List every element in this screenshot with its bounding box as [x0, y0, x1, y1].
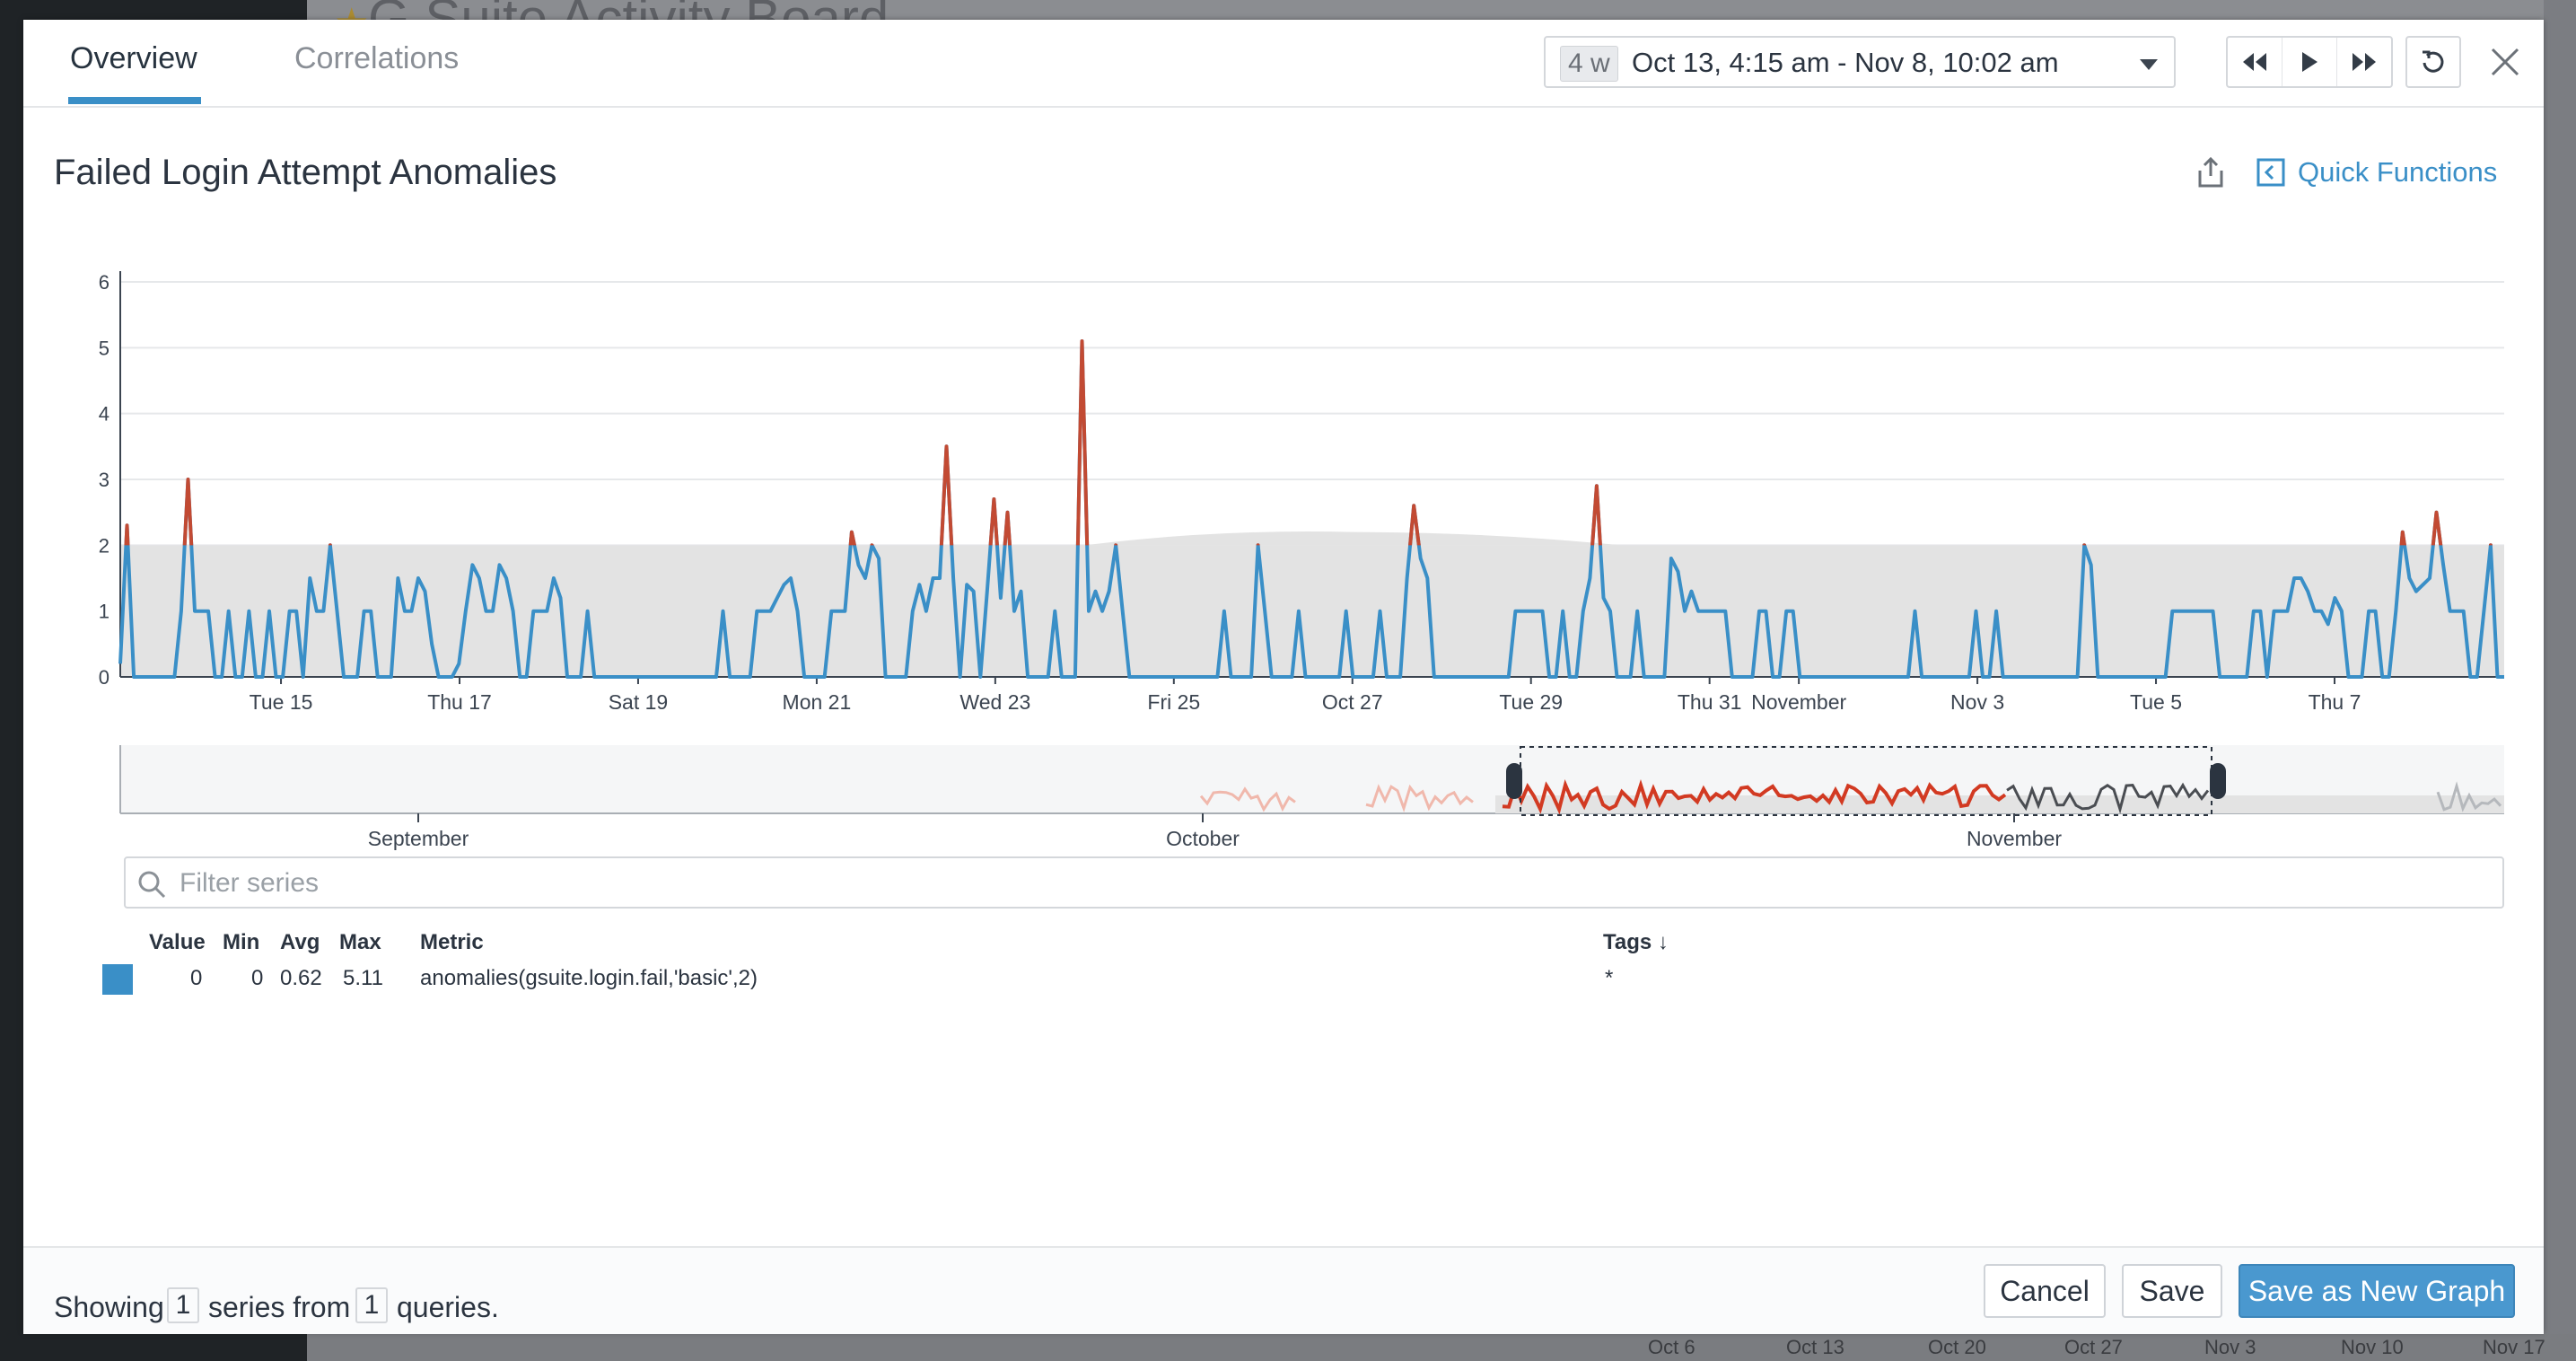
x-tick-label: Thu 7 — [2309, 690, 2361, 714]
anomaly-bounds-band — [120, 545, 2504, 677]
showing-label: Showing — [54, 1291, 164, 1323]
cancel-button[interactable]: Cancel — [1984, 1264, 2106, 1318]
navigator-month-label: September — [368, 827, 469, 850]
legend-tags: * — [1605, 966, 1614, 990]
legend-header-max: Max — [339, 930, 381, 954]
graph-title: Failed Login Attempt Anomalies — [54, 153, 557, 192]
background-axis-label: Oct 20 — [1928, 1336, 1986, 1358]
timeframe-selector[interactable]: 4 w Oct 13, 4:15 am - Nov 8, 10:02 am — [1544, 36, 2176, 88]
save-as-new-graph-button[interactable]: Save as New Graph — [2239, 1264, 2515, 1318]
timeseries-chart[interactable]: 0 1 2 3 4 5 6 Tue 15 Thu 17 Sat 19 Mon 21 Wed 23 Fri… — [23, 20, 2544, 864]
x-tick-label: Nov 3 — [1950, 690, 2004, 714]
play-button[interactable] — [2282, 38, 2336, 86]
navigator-month-label: November — [1967, 827, 2062, 850]
reset-button[interactable] — [2405, 36, 2461, 88]
active-tab-indicator — [68, 97, 201, 104]
legend-header-value: Value — [149, 930, 206, 954]
x-tick-label: Wed 23 — [959, 690, 1030, 714]
navigator-series-postfocus — [2436, 781, 2502, 812]
tab-bar: Overview Correlations 4 w Oct 13, 4:15 a… — [23, 20, 2544, 108]
rewind-button[interactable] — [2228, 38, 2282, 86]
timeframe-badge: 4 w — [1560, 46, 1618, 82]
y-tick-label: 3 — [99, 469, 110, 491]
navigator-series-focus-tail — [2006, 782, 2210, 814]
background-axis-label: Nov 17 — [2483, 1336, 2545, 1358]
y-tick-label: 5 — [99, 337, 110, 359]
legend-metric[interactable]: anomalies(gsuite.login.fail,'basic',2) — [420, 966, 758, 990]
legend-header-avg: Avg — [280, 930, 320, 954]
quick-functions-label: Quick Functions — [2298, 156, 2498, 188]
background-axis-label: Nov 10 — [2341, 1336, 2404, 1358]
series-count: 1 — [167, 1287, 199, 1323]
close-icon — [2491, 48, 2519, 76]
reset-icon — [2423, 50, 2444, 73]
tab-overview[interactable]: Overview — [70, 41, 197, 75]
y-tick-label: 6 — [99, 271, 110, 294]
navigator-series-focus — [1502, 778, 2007, 815]
legend-header-min: Min — [223, 930, 260, 954]
y-tick-label: 0 — [99, 666, 110, 689]
query-count: 1 — [355, 1287, 388, 1323]
background-axis-label: Oct 6 — [1648, 1336, 1695, 1358]
save-button[interactable]: Save — [2122, 1264, 2222, 1318]
legend-avg: 0.62 — [280, 966, 322, 990]
series-line — [118, 339, 2504, 679]
x-tick-label: Tue 29 — [1499, 690, 1563, 714]
y-tick-label: 1 — [99, 601, 110, 623]
legend-header-metric: Metric — [420, 930, 484, 954]
navigator-right-handle[interactable] — [2210, 763, 2226, 799]
play-icon — [2302, 52, 2318, 72]
legend-header-tags[interactable]: Tags ↓ — [1603, 930, 1669, 954]
background-bottom-axis — [307, 1334, 2576, 1361]
filter-series-field[interactable] — [124, 856, 2504, 909]
tab-correlations[interactable]: Correlations — [294, 41, 460, 75]
series-color-swatch[interactable] — [102, 964, 133, 995]
navigator-left-handle[interactable] — [1506, 763, 1522, 799]
x-tick-label: Thu 17 — [427, 690, 492, 714]
navigator-month-label: October — [1166, 827, 1240, 850]
rewind-icon — [2243, 53, 2266, 71]
y-tick-label: 4 — [99, 403, 110, 426]
queries-label: queries. — [397, 1291, 499, 1323]
fast-forward-button[interactable] — [2336, 38, 2391, 86]
navigator-series-prefocus — [1199, 786, 1296, 812]
y-tick-label: 2 — [99, 534, 110, 557]
filter-series-input[interactable] — [178, 864, 2479, 903]
graph-modal: Overview Correlations 4 w Oct 13, 4:15 a… — [23, 20, 2544, 1334]
x-tick-label: Oct 27 — [1322, 690, 1383, 714]
series-from-label: series from — [208, 1291, 351, 1323]
legend-min: 0 — [251, 966, 264, 990]
share-icon — [2198, 156, 2223, 188]
anomaly-bounds-bump — [1084, 531, 1621, 546]
function-panel-icon — [2256, 158, 2285, 187]
x-tick-label: Fri 25 — [1147, 690, 1200, 714]
search-icon — [138, 871, 166, 899]
x-tick-label: Tue 15 — [250, 690, 313, 714]
chevron-down-icon[interactable] — [2140, 59, 2158, 70]
fast-forward-icon — [2353, 53, 2376, 71]
x-tick-label: Mon 21 — [783, 690, 852, 714]
navigator-series-prefocus — [1365, 784, 1474, 812]
background-axis-label: Oct 27 — [2064, 1336, 2123, 1358]
x-tick-label: Tue 5 — [2130, 690, 2182, 714]
close-button[interactable] — [2483, 40, 2528, 84]
legend-max: 5.11 — [343, 966, 383, 990]
navigator-band — [1495, 795, 2504, 813]
timeframe-range: Oct 13, 4:15 am - Nov 8, 10:02 am — [1632, 47, 2059, 78]
x-tick-label: Thu 31 — [1678, 690, 1742, 714]
playback-controls — [2226, 36, 2393, 88]
x-tick-label: November — [1751, 690, 1846, 714]
legend-value: 0 — [190, 966, 203, 990]
x-tick-label: Sat 19 — [609, 690, 669, 714]
background-axis-label: Nov 3 — [2204, 1336, 2256, 1358]
background-right-panel — [2544, 0, 2576, 1361]
background-axis-label: Oct 13 — [1786, 1336, 1844, 1358]
quick-functions-button[interactable]: Quick Functions — [2256, 156, 2497, 189]
share-button[interactable] — [2195, 156, 2226, 193]
